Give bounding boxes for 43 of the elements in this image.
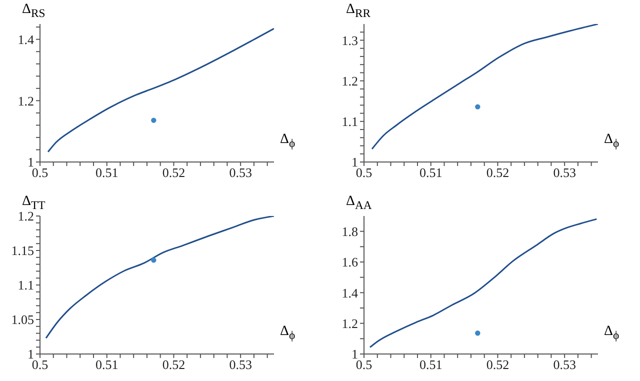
x-axis-title: Δ$_{ϕ}$ — [604, 132, 620, 150]
x-axis-title: Δ$_{ϕ}$ — [280, 324, 296, 342]
y-axis-title: Δ$_{RS}$ — [22, 2, 46, 20]
line-series — [47, 28, 274, 153]
line-series — [369, 218, 598, 348]
y-tick-label: 1.05 — [11, 312, 34, 327]
y-tick-label: 1.2 — [18, 93, 34, 108]
y-tick-label: 1.4 — [18, 32, 34, 47]
x-tick-label: 0.51 — [95, 165, 118, 180]
x-axis-title: Δ$_{ϕ}$ — [604, 324, 620, 342]
x-tick-label: 0.52 — [162, 356, 186, 372]
y-tick-label: 1.15 — [11, 242, 34, 258]
x-tick-label: 0.52 — [162, 165, 186, 180]
y-tick-label: 1 — [352, 346, 358, 362]
y-tick-label: 1.1 — [342, 114, 358, 130]
x-tick-label: 0.53 — [553, 356, 576, 372]
y-tick-label: 1 — [28, 154, 34, 170]
line-series — [45, 216, 274, 338]
x-tick-label: 0.5 — [356, 165, 372, 180]
y-tick-label: 1.2 — [342, 315, 358, 330]
x-tick-label: 0.51 — [95, 356, 118, 372]
x-tick-label: 0.51 — [419, 165, 442, 180]
y-tick-label: 1.2 — [342, 73, 358, 88]
x-axis-title: Δ$_{ϕ}$ — [280, 132, 296, 150]
line-series — [371, 24, 598, 150]
y-axis-title: Δ$_{AA}$ — [346, 194, 372, 212]
y-tick-label: 1 — [28, 346, 34, 362]
y-tick-label: 1 — [352, 154, 358, 170]
x-tick-label: 0.51 — [419, 356, 442, 372]
x-tick-label: 0.5 — [356, 356, 372, 372]
x-tick-label: 0.53 — [553, 165, 576, 180]
y-tick-label: 1.4 — [342, 284, 358, 300]
y-axis-title: Δ$_{RR}$ — [346, 2, 371, 20]
y-tick-label: 1.6 — [342, 254, 358, 270]
x-tick-label: 0.5 — [32, 165, 48, 180]
x-tick-label: 0.52 — [486, 356, 510, 372]
x-tick-label: 0.53 — [229, 356, 252, 372]
y-tick-label: 1.3 — [342, 32, 358, 48]
x-tick-label: 0.52 — [486, 165, 510, 180]
x-tick-label: 0.53 — [229, 165, 252, 180]
y-tick-label: 1.1 — [18, 277, 34, 292]
x-tick-label: 0.5 — [32, 356, 48, 372]
y-tick-label: 1.8 — [342, 223, 358, 238]
